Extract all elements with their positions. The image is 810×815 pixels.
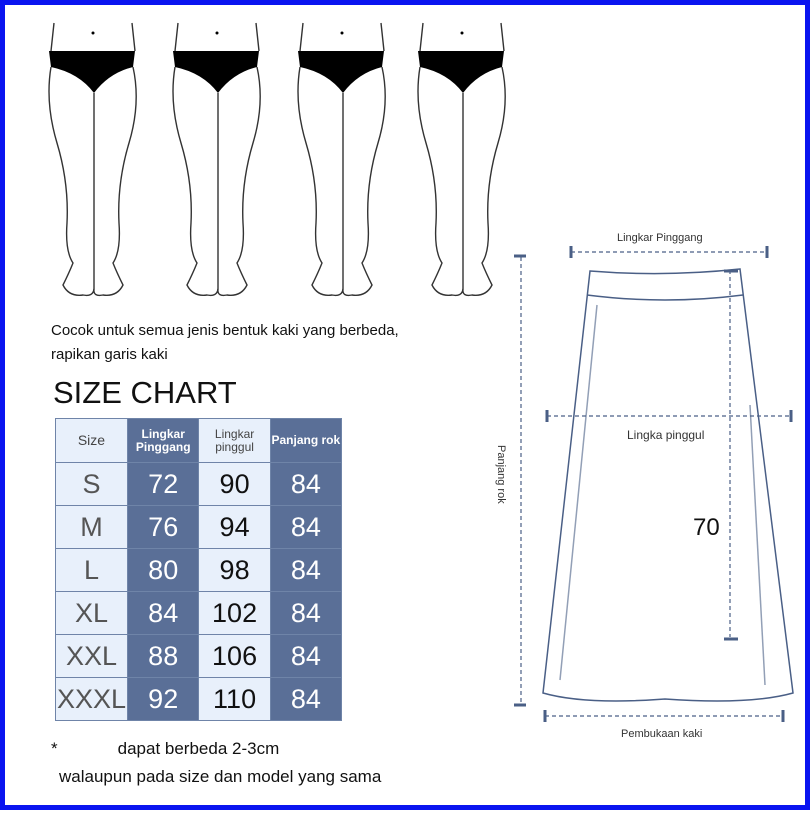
header-length: Panjang rok xyxy=(269,418,343,463)
table-row: XL 84 102 84 xyxy=(55,591,343,635)
hip-label: Lingka pinggul xyxy=(627,428,705,442)
table-cell: 84 xyxy=(269,462,343,506)
table-row: S 72 90 84 xyxy=(55,462,343,506)
table-cell: 84 xyxy=(269,677,343,721)
table-cell: 106 xyxy=(198,634,271,678)
note-line-2: walaupun pada size dan model yang sama xyxy=(59,767,382,786)
table-cell: 88 xyxy=(126,634,200,678)
table-row: XXL 88 106 84 xyxy=(55,634,343,678)
table-cell: 84 xyxy=(269,505,343,549)
note-text: dapat berbeda 2-3cm xyxy=(117,739,280,758)
table-cell: 92 xyxy=(126,677,200,721)
table-row: XXXL 92 110 84 xyxy=(55,677,343,721)
table-cell: XXXL xyxy=(55,677,128,721)
leg-shape-1 xyxy=(48,22,137,297)
table-cell: 110 xyxy=(198,677,271,721)
table-cell: 84 xyxy=(126,591,200,635)
table-cell: L xyxy=(55,548,128,592)
description-line: rapikan garis kaki xyxy=(51,346,168,363)
size-chart-title: SIZE CHART xyxy=(53,375,237,410)
table-cell: 84 xyxy=(269,548,343,592)
table-cell: S xyxy=(55,462,128,506)
size-table: Size Lingkar Pinggang Lingkar pinggul Pa… xyxy=(55,418,343,721)
note-line-1: * dapat berbeda 2-3cm xyxy=(51,739,279,759)
table-cell: 90 xyxy=(198,462,271,506)
leg-shape-4 xyxy=(417,22,506,297)
table-cell: M xyxy=(55,505,128,549)
leg-shape-3 xyxy=(297,22,386,297)
table-cell: 84 xyxy=(269,591,343,635)
description-line: Cocok untuk semua jenis bentuk kaki yang… xyxy=(51,322,399,339)
table-cell: XXL xyxy=(55,634,128,678)
hem-label: Pembukaan kaki xyxy=(621,728,703,740)
header-waist: Lingkar Pinggang xyxy=(126,418,200,463)
header-size: Size xyxy=(55,418,128,463)
table-row: M 76 94 84 xyxy=(55,505,343,549)
table-cell: 80 xyxy=(126,548,200,592)
waist-label: Lingkar Pinggang xyxy=(617,232,703,244)
leg-shape-2 xyxy=(172,22,261,297)
table-cell: 76 xyxy=(126,505,200,549)
table-cell: XL xyxy=(55,591,128,635)
table-cell: 98 xyxy=(198,548,271,592)
table-cell: 72 xyxy=(126,462,200,506)
table-cell: 94 xyxy=(198,505,271,549)
description: Cocok untuk semua jenis bentuk kaki yang… xyxy=(51,319,491,367)
table-cell: 84 xyxy=(269,634,343,678)
table-header: Size Lingkar Pinggang Lingkar pinggul Pa… xyxy=(55,418,343,463)
illustrations xyxy=(48,22,794,722)
table-row: L 80 98 84 xyxy=(55,548,343,592)
inner-length-label: 70 xyxy=(693,514,720,541)
table-cell: 102 xyxy=(198,591,271,635)
asterisk: * xyxy=(51,739,58,758)
length-label: Panjang rok xyxy=(495,445,507,504)
header-hip: Lingkar pinggul xyxy=(198,418,271,463)
